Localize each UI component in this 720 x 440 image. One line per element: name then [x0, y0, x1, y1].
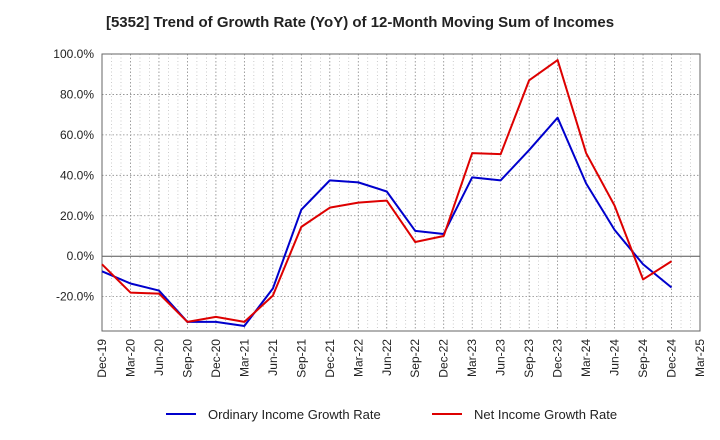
- x-tick-label: Mar-24: [579, 339, 593, 377]
- y-tick-label: 60.0%: [60, 128, 94, 142]
- grid: [101, 53, 701, 331]
- legend-label-1: Ordinary Income Growth Rate: [208, 407, 381, 422]
- x-tick-label: Dec-19: [95, 339, 109, 378]
- series-lines: [101, 59, 673, 327]
- y-tick-label: 40.0%: [60, 168, 94, 182]
- y-tick-label: 0.0%: [67, 249, 95, 263]
- legend-label-2: Net Income Growth Rate: [474, 407, 617, 422]
- x-tick-label: Jun-23: [494, 339, 508, 376]
- x-tick-label: Mar-25: [693, 339, 707, 377]
- plot-area: [102, 54, 700, 331]
- legend: Ordinary Income Growth Rate Net Income Gr…: [166, 407, 617, 422]
- x-tick-label: Dec-20: [209, 339, 223, 378]
- x-tick-label: Sep-23: [522, 339, 536, 378]
- x-tick-label: Dec-22: [437, 339, 451, 378]
- series-line-2: [101, 59, 673, 323]
- x-tick-label: Jun-21: [266, 339, 280, 376]
- x-tick-label: Mar-22: [351, 339, 365, 377]
- x-tick-label: Mar-23: [465, 339, 479, 377]
- x-tick-label: Dec-21: [323, 339, 337, 378]
- series-line-1: [101, 116, 673, 327]
- y-tick-label: 80.0%: [60, 87, 94, 101]
- x-tick-label: Dec-24: [665, 339, 679, 378]
- chart-title: [5352] Trend of Growth Rate (YoY) of 12-…: [105, 14, 615, 31]
- y-tick-label: 20.0%: [60, 209, 94, 223]
- axes: 100.0% 80.0% 60.0% 40.0% 20.0% 0.0% -20.0% Dec-…: [53, 47, 707, 378]
- plot-border: [101, 53, 701, 332]
- x-tick-label: Jun-22: [380, 339, 394, 376]
- y-tick-label: 100.0%: [53, 47, 94, 61]
- x-tick-label: Dec-23: [551, 339, 565, 378]
- x-tick-label: Sep-20: [180, 339, 194, 378]
- x-tick-label: Sep-24: [636, 339, 650, 378]
- y-tick-label: -20.0%: [56, 290, 94, 304]
- x-tick-label: Sep-21: [294, 339, 308, 378]
- x-tick-label: Sep-22: [408, 339, 422, 378]
- x-tick-label: Mar-21: [237, 339, 251, 377]
- x-tick-label: Mar-20: [123, 339, 137, 377]
- x-tick-label: Jun-24: [608, 339, 622, 376]
- x-tick-label: Jun-20: [152, 339, 166, 376]
